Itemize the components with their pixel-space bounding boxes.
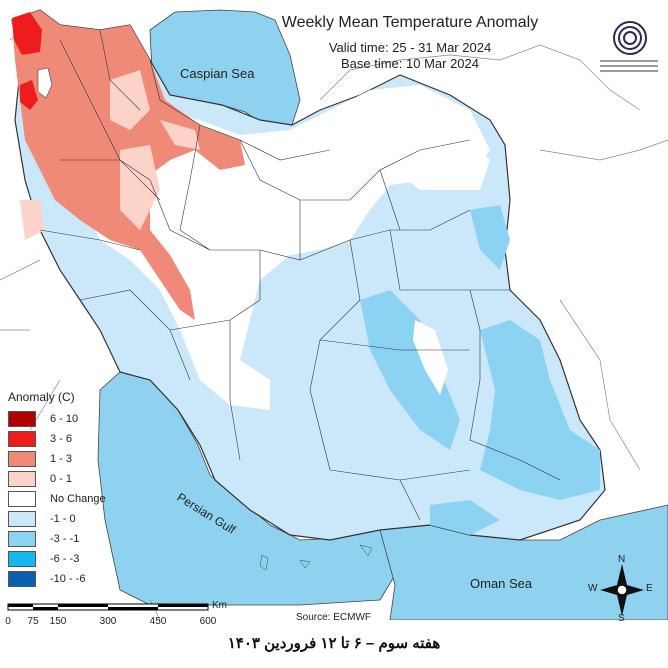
anomaly-zone-plus3 xyxy=(12,12,42,55)
legend-swatch xyxy=(8,431,36,447)
base-time: Base time: 10 Mar 2024 xyxy=(340,56,480,71)
lake-urmia xyxy=(37,67,53,99)
legend-item: 6 - 10 xyxy=(8,410,78,428)
label-oman-sea: Oman Sea xyxy=(470,576,533,591)
anomaly-zone-plus3 xyxy=(20,80,38,110)
legend-label: -1 - 0 xyxy=(50,513,76,525)
scale-tick: 0 xyxy=(5,616,11,627)
legend-label: -10 - -6 xyxy=(50,573,86,585)
province-borders xyxy=(39,29,561,521)
legend-label: 0 - 1 xyxy=(50,473,73,485)
anomaly-zone-minus3 xyxy=(430,500,500,535)
legend-item: 1 - 3 xyxy=(8,450,72,468)
compass-rose xyxy=(600,564,644,616)
legend-item: 3 - 6 xyxy=(8,430,72,448)
legend-item: -6 - -3 xyxy=(8,550,79,568)
anomaly-zone-minus3 xyxy=(470,205,510,270)
legend-swatch xyxy=(8,471,36,487)
legend-label: 6 - 10 xyxy=(50,413,79,425)
legend-swatch xyxy=(8,411,36,427)
legend-label: -3 - -1 xyxy=(50,533,80,545)
no-change-lens xyxy=(413,320,448,395)
compass-w: W xyxy=(588,583,598,594)
compass-n: N xyxy=(618,554,626,565)
valid-time: Valid time: 25 - 31 Mar 2024 xyxy=(328,40,492,55)
legend-swatch xyxy=(8,451,36,467)
label-caspian-sea: Caspian Sea xyxy=(180,66,255,81)
legend-swatch xyxy=(8,551,36,567)
scale-tick: 450 xyxy=(149,616,167,627)
legend-title: Anomaly (C) xyxy=(8,390,75,404)
anomaly-zone-plus0 xyxy=(20,200,45,240)
legend-swatch xyxy=(8,571,36,587)
map-title: Weekly Mean Temperature Anomaly xyxy=(281,14,539,31)
source-credit: Source: ECMWF xyxy=(296,612,372,623)
scale-unit: Km xyxy=(212,600,227,611)
legend-item: -10 - -6 xyxy=(8,570,85,588)
legend-swatch xyxy=(8,511,36,527)
anomaly-zone-plus0 xyxy=(120,145,160,230)
no-change-zone-east xyxy=(395,130,490,190)
legend-label: 1 - 3 xyxy=(50,453,73,465)
anomaly-zone-plus0 xyxy=(160,120,200,150)
legend-swatch xyxy=(8,491,36,507)
legend-item: -3 - -1 xyxy=(8,530,79,548)
legend-label: 3 - 6 xyxy=(50,433,73,445)
scale-tick: 600 xyxy=(199,616,217,627)
scale-tick: 300 xyxy=(99,616,117,627)
legend-item: -1 - 0 xyxy=(8,510,76,528)
compass-e: E xyxy=(646,583,653,594)
scale-bar xyxy=(7,603,209,611)
anomaly-zone-minus3 xyxy=(480,320,600,500)
legend-label: No Change xyxy=(50,493,106,505)
gulf-islands xyxy=(259,544,373,571)
no-change-zone xyxy=(60,85,490,410)
scale-tick: 150 xyxy=(49,616,67,627)
legend-label: -6 - -3 xyxy=(50,553,80,565)
anomaly-zone-minus3 xyxy=(360,290,460,450)
caption: هفته سوم – ۶ تا ۱۲ فروردین ۱۴۰۳ xyxy=(227,635,441,652)
compass-s: S xyxy=(618,613,625,624)
anomaly-map xyxy=(0,9,668,620)
scale-tick: 75 xyxy=(27,616,39,627)
legend-swatch xyxy=(8,531,36,547)
legend-item: No Change xyxy=(8,490,106,508)
legend-item: 0 - 1 xyxy=(8,470,72,488)
organization-logo xyxy=(600,21,658,72)
